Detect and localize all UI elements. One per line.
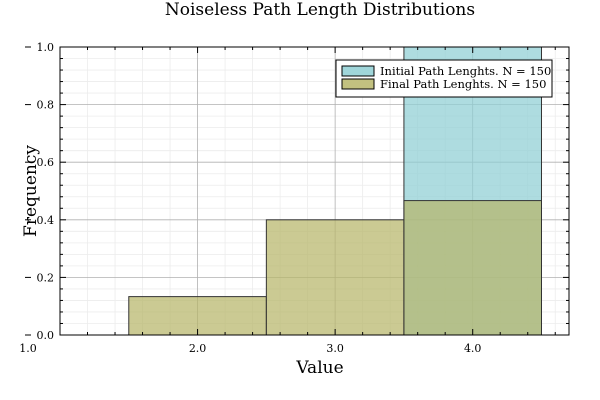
y-tick-label: 0.8 <box>37 99 55 112</box>
histogram-bar <box>265 219 405 336</box>
y-tick-label: 0.4 <box>37 214 55 227</box>
y-tick-label: 0.0 <box>37 329 55 342</box>
legend-entry-label: Initial Path Lenghts. N = 150 <box>380 64 551 78</box>
axis-ticks <box>25 46 569 336</box>
histogram-bar <box>403 200 542 336</box>
x-tick-label: 1.0 <box>19 342 37 355</box>
x-axis-label: Value <box>295 358 343 378</box>
y-axis-label: Frequency <box>21 145 41 237</box>
x-tick-label: 2.0 <box>189 342 207 355</box>
histogram-bar <box>128 296 267 336</box>
legend-entry-label: Final Path Lenghts. N = 150 <box>380 77 546 91</box>
legend-swatch <box>341 65 375 77</box>
x-tick-label: 3.0 <box>326 342 344 355</box>
legend-swatch <box>341 78 375 90</box>
chart-title: Noiseless Path Length Distributions <box>165 0 475 20</box>
x-tick-label: 4.0 <box>464 342 482 355</box>
y-tick-label: 0.2 <box>37 271 55 284</box>
y-tick-label: 1.0 <box>37 41 55 54</box>
plot-frame <box>59 46 570 336</box>
y-tick-label: 0.6 <box>37 156 55 169</box>
axis-tick-labels: 1.0 2.0 3.0 4.0 0.0 0.2 0.4 0.6 0.8 1.0 <box>19 41 481 355</box>
